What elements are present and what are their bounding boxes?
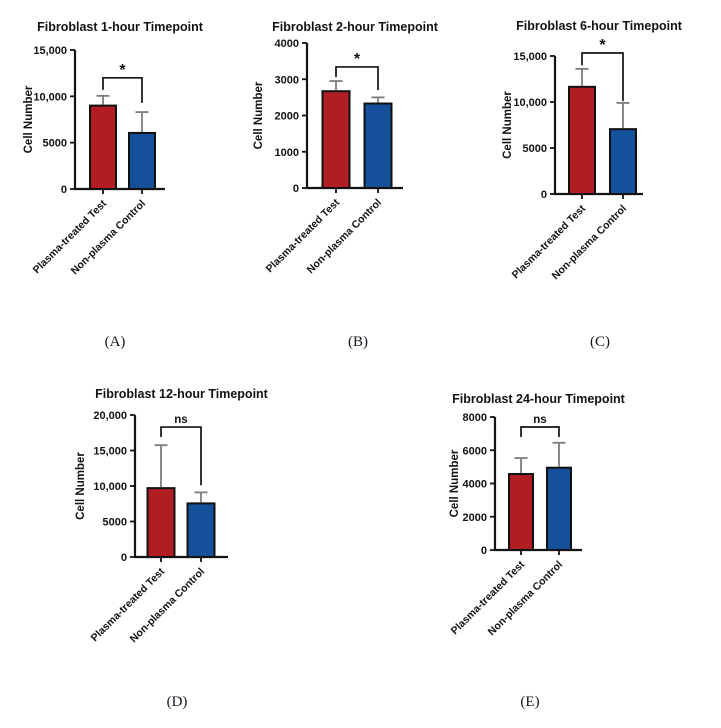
y-tick-label: 15,000 — [33, 45, 67, 57]
y-tick-label: 3000 — [275, 74, 299, 86]
panel-letter-12h: (D) — [166, 694, 188, 710]
sig-bracket — [102, 76, 143, 103]
y-tick-label: 4000 — [275, 38, 299, 50]
x-category-label: Plasma-treated Test — [31, 197, 110, 276]
y-tick-label: 0 — [121, 552, 127, 564]
chart-title: Fibroblast 6-hour Timepoint — [516, 19, 683, 33]
x-category-label: Plasma-treated Test — [264, 196, 343, 275]
bar-non-plasma-control — [363, 102, 393, 189]
sig-bracket — [581, 52, 624, 102]
chart-title: Fibroblast 12-hour Timepoint — [95, 387, 269, 401]
chart-svg-2h: Fibroblast 2-hour Timepoint Cell Number 0 1… — [253, 20, 439, 276]
y-tick-label: 4000 — [463, 479, 487, 491]
y-tick-label: 15,000 — [93, 446, 127, 458]
bar-plasma-treated-test — [89, 104, 117, 190]
chart-svg-6h: Fibroblast 6-hour Timepoint Cell Number 0 5… — [502, 19, 683, 282]
y-tick-label: 10,000 — [93, 481, 127, 493]
y-tick-label: 5000 — [523, 143, 547, 155]
bar-non-plasma-control — [186, 502, 216, 558]
y-tick-label: 2000 — [275, 111, 299, 123]
sig-label: * — [119, 62, 126, 79]
y-tick-label: 5000 — [103, 517, 127, 529]
bar-non-plasma-control — [609, 128, 637, 195]
y-tick-label: 20,000 — [93, 410, 127, 422]
panel-letter-6h: (C) — [590, 334, 610, 350]
chart-svg-24h: Fibroblast 24-hour Timepoint Cell Number 0… — [449, 392, 626, 638]
sig-bracket — [160, 426, 202, 486]
x-category-label: Plasma-treated Test — [89, 565, 168, 644]
chart-1h: Fibroblast 1-hour Timepoint Cell Number 0 5… — [20, 8, 250, 328]
y-axis-label: Cell Number — [502, 91, 514, 159]
y-axis-label: Cell Number — [449, 449, 461, 517]
y-axis-label: Cell Number — [75, 452, 87, 520]
panel-letter-2h: (B) — [348, 334, 368, 350]
chart-svg-12h: Fibroblast 12-hour Timepoint Cell Number 0… — [75, 387, 269, 645]
chart-12h: Fibroblast 12-hour Timepoint Cell Number 0… — [55, 382, 285, 712]
x-category-label: Non-plasma Control — [69, 198, 148, 277]
y-tick-label: 2000 — [463, 512, 487, 524]
y-tick-label: 1000 — [275, 147, 299, 159]
x-category-label: Non-plasma Control — [550, 203, 629, 282]
x-category-label: Plasma-treated Test — [449, 558, 528, 637]
y-tick-label: 6000 — [463, 445, 487, 457]
panel-letter-1h: (A) — [104, 334, 126, 350]
chart-2h: Fibroblast 2-hour Timepoint Cell Number 0 1… — [250, 8, 480, 328]
y-tick-label: 0 — [541, 189, 547, 201]
y-tick-label: 0 — [61, 184, 67, 196]
y-tick-label: 0 — [481, 545, 487, 557]
sig-label: ns — [533, 414, 546, 426]
x-category-label: Plasma-treated Test — [510, 202, 589, 281]
bar-plasma-treated-test — [508, 473, 534, 551]
chart-title: Fibroblast 24-hour Timepoint — [452, 392, 626, 406]
bar-plasma-treated-test — [146, 487, 176, 558]
y-tick-label: 10,000 — [513, 97, 547, 109]
y-axis-label: Cell Number — [23, 85, 35, 153]
y-tick-label: 5000 — [43, 138, 67, 150]
chart-24h: Fibroblast 24-hour Timepoint Cell Number 0… — [395, 382, 626, 712]
bar-non-plasma-control — [546, 466, 572, 551]
chart-svg-1h: Fibroblast 1-hour Timepoint Cell Number 0 5… — [23, 20, 204, 277]
sig-bracket — [520, 426, 560, 437]
y-tick-label: 15,000 — [513, 51, 547, 63]
bar-plasma-treated-test — [568, 85, 596, 195]
x-category-label: Non-plasma Control — [128, 566, 207, 645]
y-tick-label: 8000 — [463, 412, 487, 424]
chart-title: Fibroblast 2-hour Timepoint — [272, 20, 439, 34]
x-category-label: Non-plasma Control — [305, 197, 384, 276]
y-axis-label: Cell Number — [253, 81, 265, 149]
bar-non-plasma-control — [128, 131, 156, 190]
chart-6h: Fibroblast 6-hour Timepoint Cell Number 0 5… — [500, 8, 721, 328]
sig-bracket — [335, 66, 379, 91]
panel-letter-24h: (E) — [520, 694, 540, 710]
sig-label: * — [354, 51, 361, 68]
sig-label: * — [599, 37, 606, 54]
x-category-label: Non-plasma Control — [486, 559, 565, 638]
y-tick-label: 10,000 — [33, 91, 67, 103]
chart-title: Fibroblast 1-hour Timepoint — [37, 20, 204, 34]
bar-plasma-treated-test — [321, 90, 351, 189]
y-tick-label: 0 — [293, 183, 299, 195]
sig-label: ns — [174, 414, 187, 426]
